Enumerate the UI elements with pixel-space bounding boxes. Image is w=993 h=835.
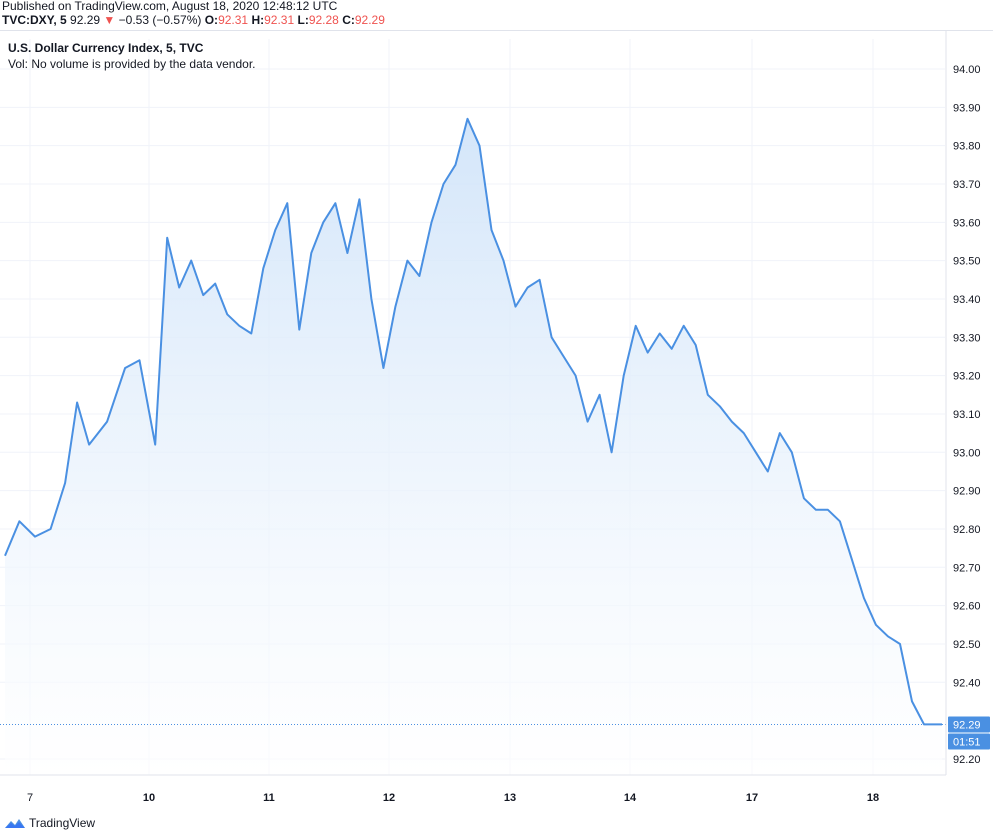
countdown-badge	[948, 733, 990, 750]
last-price: 92.29	[70, 13, 101, 27]
open-value: 92.31	[218, 13, 249, 27]
y-tick-label: 93.10	[953, 409, 981, 421]
y-tick-label: 92.80	[953, 524, 981, 536]
published-note: Published on TradingView.com, August 18,…	[2, 0, 338, 13]
x-tick-label: 7	[27, 792, 33, 804]
x-tick-label: 12	[383, 792, 395, 804]
y-tick-label: 93.00	[953, 447, 981, 459]
y-tick-label: 92.90	[953, 486, 981, 498]
header-divider	[0, 30, 993, 31]
low-label: L:	[297, 13, 309, 27]
symbol-label: TVC:DXY, 5	[2, 13, 67, 27]
y-tick-label: 92.60	[953, 601, 981, 613]
x-tick-label: 10	[143, 792, 155, 804]
quote-line: TVC:DXY, 5 92.29 ▼ −0.53 (−0.57%) O:92.3…	[2, 13, 385, 27]
price-change: −0.53 (−0.57%)	[118, 13, 202, 27]
brand[interactable]: TradingView	[4, 816, 95, 830]
high-value: 92.31	[264, 13, 295, 27]
low-value: 92.28	[308, 13, 339, 27]
x-tick-label: 11	[263, 792, 275, 804]
tradingview-logo-icon	[5, 819, 25, 828]
down-arrow-icon: ▼	[103, 13, 116, 27]
y-tick-label: 92.50	[953, 639, 981, 651]
x-tick-label: 14	[624, 792, 637, 804]
open-label: O:	[204, 13, 219, 27]
close-label: C:	[342, 13, 355, 27]
countdown-label: 01:51	[953, 736, 981, 748]
last-price-label: 92.29	[953, 719, 981, 731]
y-tick-label: 93.40	[953, 294, 981, 306]
brand-label: TradingView	[29, 816, 96, 830]
price-line	[4, 117, 942, 726]
y-tick-label: 93.50	[953, 256, 981, 268]
y-tick-label: 93.70	[953, 179, 981, 191]
high-label: H:	[251, 13, 265, 27]
y-tick-label: 92.40	[953, 677, 981, 689]
y-tick-label: 93.80	[953, 141, 981, 153]
y-tick-label: 93.30	[953, 332, 981, 344]
x-tick-label: 13	[504, 792, 516, 804]
last-price-badge	[948, 716, 990, 733]
y-tick-label: 93.60	[953, 217, 981, 229]
chart-header: Published on TradingView.com, August 18,…	[0, 0, 993, 30]
chart-footer: TradingView	[0, 812, 993, 835]
legend-title: U.S. Dollar Currency Index, 5, TVC	[8, 41, 204, 55]
price-area-fill	[5, 118, 942, 776]
x-tick-label: 18	[867, 792, 879, 804]
y-tick-label: 92.20	[953, 754, 981, 766]
y-tick-label: 94.00	[953, 64, 981, 76]
y-tick-label: 92.70	[953, 562, 981, 574]
legend-volume-note: Vol: No volume is provided by the data v…	[8, 57, 256, 71]
close-value: 92.29	[354, 13, 385, 27]
x-tick-label: 17	[746, 792, 758, 804]
y-tick-label: 93.90	[953, 102, 981, 114]
y-tick-label: 93.20	[953, 371, 981, 383]
